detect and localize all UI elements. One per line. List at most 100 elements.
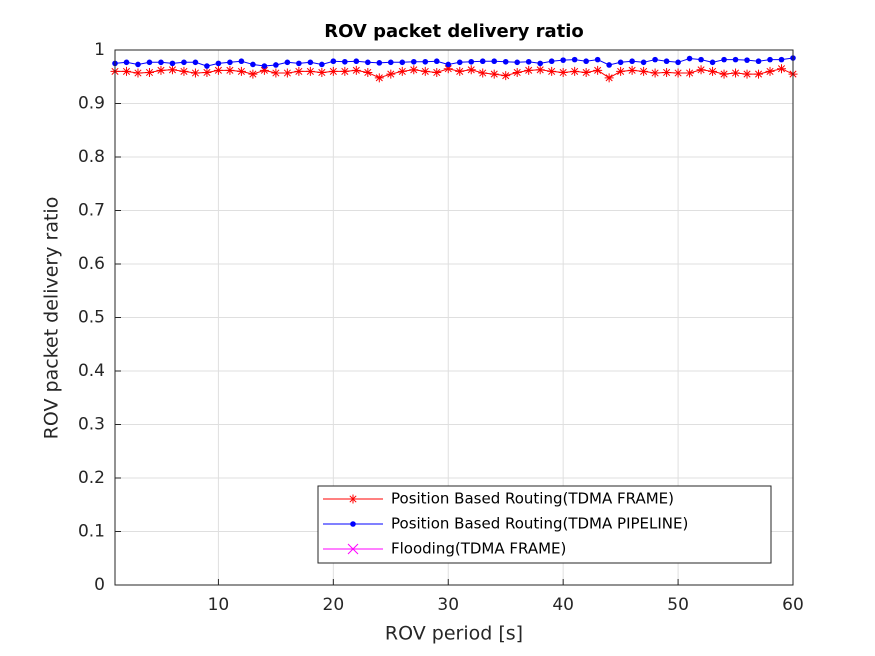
star-marker [765, 66, 775, 76]
dot-marker [227, 59, 233, 66]
x-axis-label: ROV period [s] [385, 623, 523, 645]
star-marker [501, 71, 511, 81]
dot-marker [491, 58, 498, 65]
star-marker [547, 66, 557, 76]
dot-marker [502, 58, 509, 65]
dot-marker [342, 58, 348, 65]
dot-marker [169, 60, 176, 67]
dot-marker [468, 58, 475, 65]
star-marker [156, 65, 166, 75]
dot-marker [686, 55, 693, 62]
star-marker [742, 69, 752, 79]
dot-marker [330, 58, 337, 65]
dot-marker [273, 62, 279, 68]
dot-marker [629, 58, 635, 65]
dot-marker [215, 60, 222, 67]
y-tick-label: 0.8 [78, 147, 105, 167]
y-tick-label: 0.2 [78, 468, 105, 488]
dot-marker [422, 58, 429, 65]
dot-marker [640, 59, 647, 66]
dot-marker [410, 58, 417, 65]
star-marker [386, 69, 396, 79]
star-marker [328, 66, 338, 76]
dot-marker [181, 59, 187, 66]
star-marker [351, 65, 361, 75]
dot-marker [399, 59, 406, 66]
y-tick-label: 0.1 [78, 522, 105, 542]
star-marker [236, 66, 246, 76]
dot-marker [583, 58, 589, 65]
x-tick-label: 30 [437, 595, 459, 615]
dot-marker [767, 56, 773, 63]
star-marker [662, 67, 672, 77]
dot-marker [296, 60, 302, 67]
dot-marker [755, 58, 762, 65]
dot-marker [606, 62, 612, 68]
dot-marker [261, 63, 268, 69]
star-marker [627, 65, 637, 75]
dot-marker [594, 56, 601, 63]
star-marker [420, 66, 430, 76]
y-axis-label: ROV packet delivery ratio [41, 197, 63, 440]
dot-marker [387, 59, 394, 66]
x-tick-label: 10 [208, 595, 230, 615]
star-marker [754, 69, 764, 79]
star-marker [489, 69, 499, 79]
legend-label: Position Based Routing(TDMA PIPELINE) [391, 515, 688, 533]
dot-marker [456, 59, 463, 66]
dot-marker [709, 59, 716, 66]
star-marker [604, 73, 614, 83]
star-marker [179, 66, 189, 76]
dot-marker [652, 56, 658, 63]
y-tick-label: 0.9 [78, 94, 105, 114]
dot-marker [433, 58, 440, 65]
x-tick-label: 40 [552, 595, 574, 615]
star-marker [259, 65, 269, 75]
x-tick-label: 20 [323, 595, 345, 615]
star-marker [524, 65, 534, 75]
star-marker [432, 67, 442, 77]
dot-marker [778, 56, 785, 63]
star-marker [282, 68, 292, 78]
dot-marker [135, 61, 141, 68]
star-marker [340, 66, 350, 76]
dot-marker [525, 58, 532, 65]
star-marker [348, 494, 358, 504]
dot-marker [123, 59, 130, 66]
dot-marker [560, 57, 566, 63]
legend-label: Flooding(TDMA FRAME) [391, 540, 566, 558]
chart-title: ROV packet delivery ratio [324, 21, 584, 42]
star-marker [225, 65, 235, 75]
y-tick-label: 0.3 [78, 415, 105, 435]
y-tick-label: 0 [94, 575, 105, 595]
dot-marker [732, 56, 739, 63]
x-marker [347, 543, 359, 555]
dot-marker [192, 59, 199, 66]
dot-marker [250, 61, 256, 68]
star-marker [190, 68, 200, 78]
star-marker [409, 65, 419, 75]
star-marker [213, 65, 223, 75]
star-marker [202, 67, 212, 77]
star-marker [478, 68, 488, 78]
dot-marker [721, 56, 727, 63]
star-marker [570, 66, 580, 76]
dot-marker [617, 59, 624, 66]
x-tick-label: 50 [667, 595, 689, 615]
dot-marker [204, 63, 210, 69]
dot-marker [537, 60, 543, 67]
star-marker [731, 68, 741, 78]
dot-marker [319, 61, 325, 68]
dot-marker [675, 59, 681, 66]
star-marker [673, 68, 683, 78]
dot-marker [365, 59, 371, 66]
series-layer [110, 55, 798, 83]
star-marker [593, 65, 603, 75]
star-marker [443, 64, 453, 74]
star-marker [685, 68, 695, 78]
star-marker [719, 69, 729, 79]
dot-marker [376, 60, 383, 66]
star-marker [294, 66, 304, 76]
dot-marker [571, 56, 578, 63]
dot-marker [548, 58, 555, 65]
